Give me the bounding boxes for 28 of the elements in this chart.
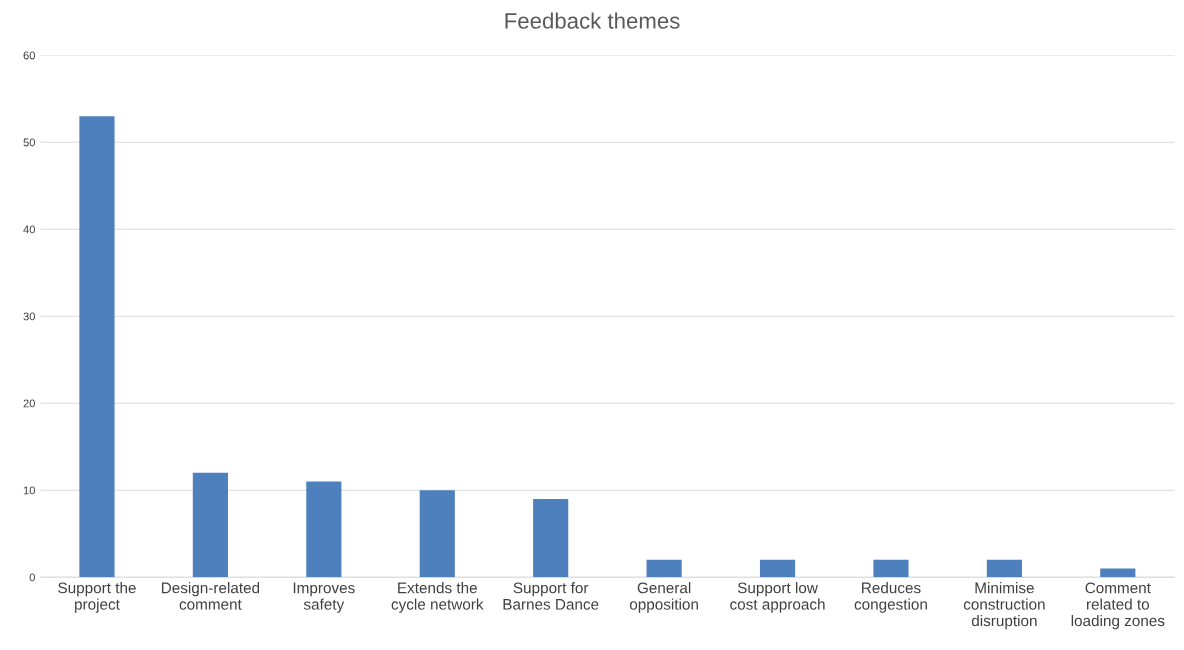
bar	[79, 116, 115, 578]
x-tick-label: Extends the cycle network	[391, 582, 484, 613]
chart-title: Feedback themes	[505, 12, 680, 29]
bar	[419, 490, 455, 578]
bar	[646, 559, 682, 578]
x-tick-label: Support low cost approach	[730, 582, 825, 613]
bar	[986, 559, 1022, 578]
bar	[759, 559, 796, 578]
x-tick-label: Support for Barnes Dance	[503, 582, 599, 610]
x-tick-label: Design-related comment	[161, 582, 260, 610]
bar	[306, 481, 342, 578]
x-tick-label: Support the project	[58, 582, 136, 613]
y-tick-label: 0	[29, 573, 35, 582]
y-tick-label: 10	[23, 486, 35, 495]
x-tick-label: Comment related to loading zones	[1071, 582, 1165, 630]
y-tick-label: 20	[23, 399, 35, 408]
y-tick-label: 60	[23, 51, 35, 60]
y-tick-label: 40	[23, 225, 35, 234]
bar	[533, 498, 569, 578]
x-tick-label: Reduces congestion	[854, 582, 927, 613]
bar	[192, 472, 228, 578]
x-tick-label: Improves safety	[293, 582, 355, 613]
x-tick-label: Minimise construction disruption	[963, 582, 1045, 630]
y-tick-label: 50	[23, 138, 35, 147]
x-tick-label: General opposition	[629, 582, 698, 613]
y-tick-label: 30	[23, 312, 35, 321]
bar	[1100, 568, 1136, 578]
bar	[873, 559, 909, 578]
